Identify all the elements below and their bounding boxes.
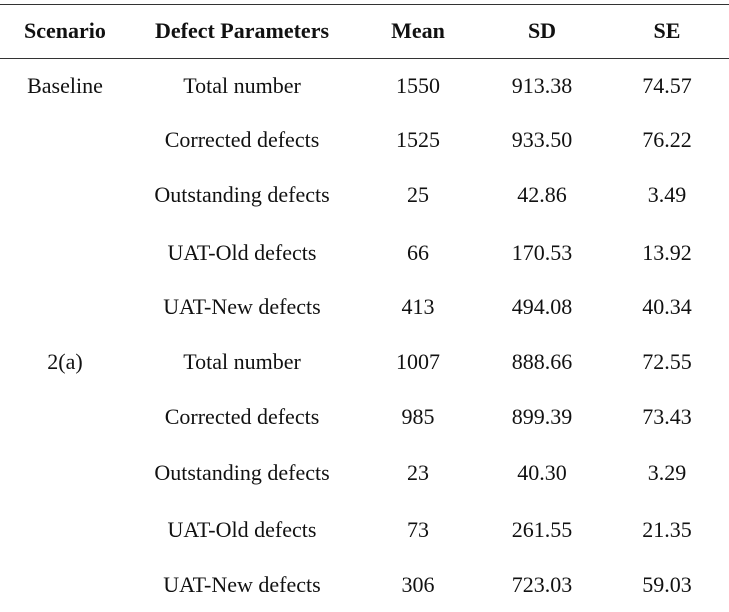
cell-sd: 933.50 — [511, 127, 573, 152]
cell-scenario — [0, 113, 130, 167]
table-top-rule — [0, 4, 729, 5]
cell-se: 3.49 — [647, 182, 687, 207]
cell-se: 72.55 — [642, 349, 692, 374]
cell-sd: 494.08 — [511, 294, 573, 319]
table-row: UAT-Old defects 73 261.55 21.35 — [0, 503, 729, 557]
header-scenario: Scenario — [24, 18, 106, 43]
table-row: Corrected defects 1525 933.50 76.22 — [0, 113, 729, 167]
header-sd: SD — [527, 18, 557, 43]
cell-mean: 985 — [401, 404, 435, 429]
cell-scenario: Baseline — [27, 73, 103, 98]
cell-mean: 413 — [401, 294, 435, 319]
cell-defect-parameter: UAT-New defects — [163, 572, 321, 597]
cell-mean: 1550 — [396, 73, 440, 98]
table-row: Baseline Total number 1550 913.38 74.57 — [0, 59, 729, 113]
cell-se: 73.43 — [642, 404, 692, 429]
cell-sd: 913.38 — [511, 73, 573, 98]
table-row: 2(a) Total number 1007 888.66 72.55 — [0, 335, 729, 389]
table-header-rule — [0, 58, 729, 59]
table-row: UAT-New defects 306 723.03 59.03 — [0, 558, 729, 612]
cell-scenario — [0, 280, 130, 334]
cell-defect-parameter: Outstanding defects — [154, 460, 330, 485]
cell-defect-parameter: Total number — [183, 349, 301, 374]
cell-se: 76.22 — [642, 127, 692, 152]
cell-sd: 888.66 — [511, 349, 573, 374]
cell-sd: 42.86 — [517, 182, 567, 207]
cell-defect-parameter: Total number — [183, 73, 301, 98]
cell-mean: 23 — [407, 460, 429, 485]
cell-mean: 73 — [407, 517, 429, 542]
cell-scenario — [0, 168, 130, 222]
cell-defect-parameter: Outstanding defects — [154, 182, 330, 207]
cell-se: 3.29 — [647, 460, 687, 485]
cell-se: 59.03 — [642, 572, 692, 597]
cell-se: 74.57 — [642, 73, 692, 98]
cell-mean: 66 — [407, 240, 429, 265]
cell-sd: 170.53 — [511, 240, 573, 265]
cell-se: 21.35 — [642, 517, 692, 542]
cell-se: 13.92 — [642, 240, 692, 265]
cell-mean: 306 — [401, 572, 435, 597]
cell-scenario — [0, 446, 130, 500]
cell-mean: 1525 — [396, 127, 440, 152]
cell-scenario: 2(a) — [47, 349, 83, 374]
table-header-row: Scenario Defect Parameters Mean SD SE — [0, 4, 729, 58]
cell-scenario — [0, 390, 130, 444]
cell-sd: 899.39 — [511, 404, 573, 429]
cell-sd: 261.55 — [511, 517, 573, 542]
cell-scenario — [0, 503, 130, 557]
header-se: SE — [653, 18, 681, 43]
header-mean: Mean — [391, 18, 445, 43]
cell-defect-parameter: UAT-Old defects — [167, 240, 317, 265]
table-row: UAT-Old defects 66 170.53 13.92 — [0, 226, 729, 280]
table-row: Outstanding defects 23 40.30 3.29 — [0, 446, 729, 500]
table-row: Outstanding defects 25 42.86 3.49 — [0, 168, 729, 222]
header-defect-parameters: Defect Parameters — [154, 18, 330, 43]
cell-sd: 40.30 — [517, 460, 567, 485]
cell-mean: 1007 — [396, 349, 440, 374]
cell-defect-parameter: UAT-New defects — [163, 294, 321, 319]
cell-mean: 25 — [407, 182, 429, 207]
table-row: Corrected defects 985 899.39 73.43 — [0, 390, 729, 444]
cell-se: 40.34 — [642, 294, 692, 319]
cell-defect-parameter: Corrected defects — [164, 127, 320, 152]
cell-defect-parameter: Corrected defects — [164, 404, 320, 429]
table-row: UAT-New defects 413 494.08 40.34 — [0, 280, 729, 334]
cell-sd: 723.03 — [511, 572, 573, 597]
cell-scenario — [0, 558, 130, 612]
cell-scenario — [0, 226, 130, 280]
cell-defect-parameter: UAT-Old defects — [167, 517, 317, 542]
